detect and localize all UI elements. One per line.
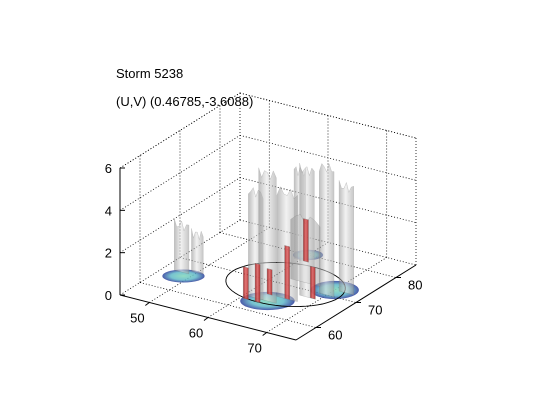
isosurface-blob xyxy=(174,218,190,275)
grid-line xyxy=(239,92,417,139)
grid-line xyxy=(119,92,241,169)
red-core xyxy=(266,268,273,296)
tick-labels: 50 60 70 60 70 80 0 2 4 6 xyxy=(105,161,423,356)
z-tick-label: 2 xyxy=(105,246,112,261)
x-tick xyxy=(145,302,150,306)
ellipse-path xyxy=(225,261,346,308)
red-core xyxy=(303,218,309,263)
z-tick-label: 6 xyxy=(105,161,112,176)
chart-title-line-2: (U,V) (0.46785,-3.6088) xyxy=(116,94,254,109)
red-core xyxy=(254,262,261,303)
z-tick-label: 4 xyxy=(105,203,112,218)
isosurface-blob xyxy=(258,167,277,304)
red-core xyxy=(310,265,316,300)
isosurfaces xyxy=(174,163,354,304)
base-patch xyxy=(162,269,205,283)
x-tick-label: 60 xyxy=(189,326,203,341)
axes xyxy=(119,167,417,341)
y-tick-label: 60 xyxy=(328,328,342,343)
z-tick-label: 0 xyxy=(105,288,112,303)
x-tick-label: 50 xyxy=(130,311,144,326)
chart-title-line-1: Storm 5238 xyxy=(116,66,184,81)
grid-line xyxy=(139,282,317,328)
isosurface-blob xyxy=(338,180,354,296)
red-core xyxy=(242,266,249,300)
y-tick-label: 80 xyxy=(408,278,422,293)
grid-line xyxy=(266,257,387,333)
y-tick-label: 70 xyxy=(368,303,382,318)
x-tick xyxy=(203,317,209,321)
isosurface-blob xyxy=(319,163,335,298)
red-core xyxy=(284,245,290,300)
isosurface-blob xyxy=(191,228,204,275)
x-tick xyxy=(262,332,267,336)
trajectory-ellipse xyxy=(225,261,346,308)
x-tick-label: 70 xyxy=(247,341,261,356)
